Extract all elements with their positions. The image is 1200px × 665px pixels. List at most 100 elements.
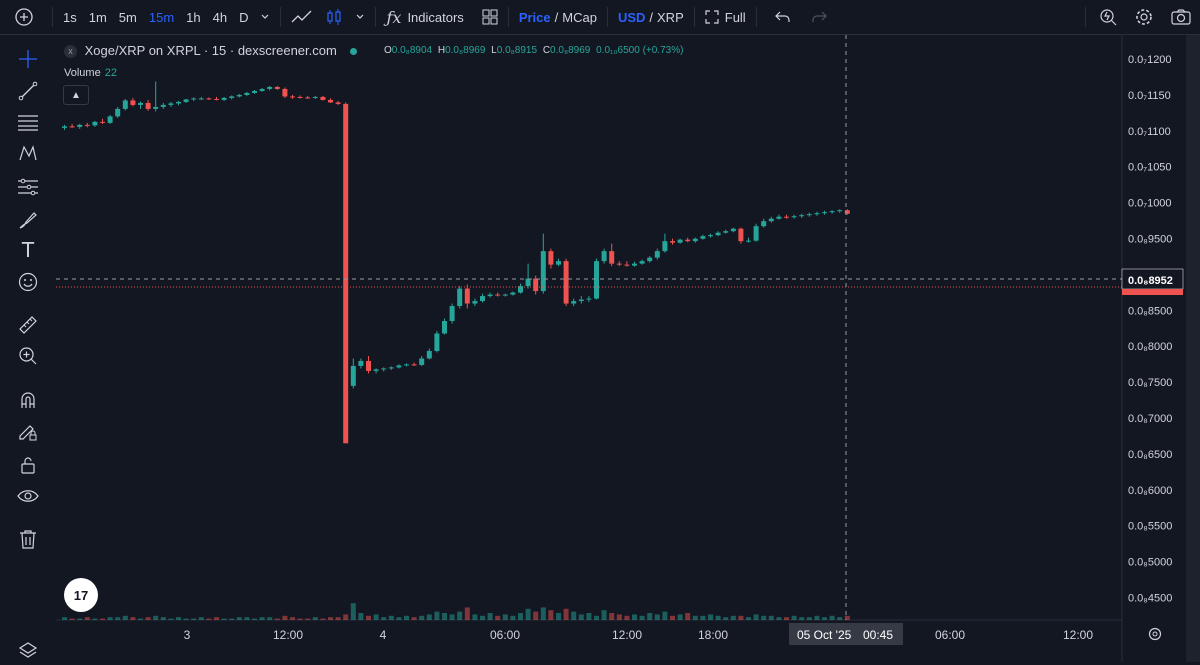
interval-1d[interactable]: D [239, 9, 249, 25]
lock-all-tool[interactable] [14, 451, 42, 479]
candle-body [540, 251, 546, 292]
horizontal-lines-tool[interactable] [14, 108, 42, 136]
candle-body [388, 367, 394, 369]
close-label: C [542, 45, 551, 56]
interval-1m[interactable]: 1m [88, 9, 107, 25]
interval-5m[interactable]: 5m [118, 9, 137, 25]
layers-icon [18, 642, 38, 658]
interval-1s[interactable]: 1s [63, 9, 77, 25]
chart-canvas[interactable]: 0.0₇1200 0.0₇1150 0.0₇1100 0.0₇1050 0.0₇1000… [56, 35, 1186, 662]
interval-15m[interactable]: 15m [148, 9, 175, 25]
lock-drawings-tool[interactable] [14, 418, 42, 446]
symbol-close-icon[interactable]: x [64, 45, 77, 59]
candle-body [191, 98, 197, 100]
volume-bar [525, 608, 531, 620]
price-axis[interactable]: 0.0₇1200 0.0₇1150 0.0₇1100 0.0₇1050 0.0₇1000… [1128, 54, 1172, 605]
text-tool[interactable]: T [14, 236, 42, 264]
candles-button[interactable] [319, 0, 349, 34]
volume-bar [229, 618, 235, 620]
candle-body [472, 301, 478, 304]
magnet-tool[interactable] [14, 386, 42, 414]
crosshair-icon [19, 50, 37, 68]
snapshot-button[interactable] [1162, 0, 1200, 34]
crosshair-tool[interactable] [14, 45, 42, 73]
candle-body [122, 100, 128, 109]
volume-bar [236, 617, 242, 620]
candle-body [563, 261, 569, 304]
indicators-button[interactable]: ƒx Indicators [380, 0, 469, 34]
volume-bar [556, 613, 561, 620]
volume-bar [290, 617, 295, 620]
object-tree-tool[interactable] [14, 637, 42, 665]
add-symbol-button[interactable] [0, 0, 48, 34]
candle-body [153, 106, 159, 109]
volume-bar [282, 615, 288, 620]
quick-search-button[interactable] [1090, 0, 1126, 34]
volume-bars [62, 603, 850, 620]
volume-bar [252, 618, 257, 620]
collapse-legend-button[interactable]: ▲ [63, 85, 89, 105]
volume-bar [464, 607, 470, 620]
candle-body [723, 231, 729, 233]
volume-bar [107, 617, 113, 620]
volume-label: Volume [64, 67, 101, 79]
brush-tool[interactable] [14, 206, 42, 234]
interval-4h[interactable]: 4h [212, 9, 228, 25]
trend-line-tool[interactable] [14, 77, 42, 105]
candle-body [252, 90, 257, 93]
candle-body [746, 240, 751, 242]
pattern-tool[interactable] [14, 139, 42, 167]
horizontal-lines-icon [18, 115, 38, 131]
candle-body [692, 238, 698, 242]
candle-body [487, 294, 493, 297]
chart-type-dropdown[interactable] [349, 0, 371, 34]
volume-bar [305, 618, 311, 620]
time-tick-label: 3 [184, 628, 191, 642]
symbol-title: Xoge/XRP on XRPL · 15 · dexscreener.com [84, 43, 337, 58]
candle-body [548, 251, 554, 265]
tradingview-logo[interactable]: 17 [64, 578, 98, 612]
close-value: 0.0₈8969 [550, 45, 591, 56]
price-tick-label: 0.0₈8000 [1128, 341, 1172, 353]
volume-bar [563, 608, 569, 620]
remove-drawings-tool[interactable] [14, 525, 42, 553]
emoji-tool[interactable] [14, 268, 42, 296]
time-axis-settings[interactable] [1148, 627, 1162, 641]
function-icon: ƒx [386, 7, 402, 27]
candles [62, 81, 850, 444]
volume-bar [457, 611, 463, 620]
time-axis[interactable]: 3 12:00 4 06:00 12:00 18:00 06:00 12:00 [184, 628, 1094, 642]
ruler-icon [19, 316, 37, 334]
candle-body [685, 239, 691, 242]
candle-body [312, 96, 318, 98]
fullscreen-button[interactable]: Full [699, 0, 752, 34]
line-chart-icon [292, 10, 312, 23]
hide-drawings-tool[interactable] [14, 482, 42, 510]
undo-button[interactable] [769, 0, 797, 34]
interval-1h[interactable]: 1h [186, 9, 201, 25]
volume-bar [616, 614, 622, 620]
candle-body [730, 228, 736, 232]
settings-button[interactable] [1126, 0, 1162, 34]
volume-bar [259, 617, 265, 620]
templates-button[interactable] [476, 0, 504, 34]
interval-dropdown[interactable] [254, 0, 276, 34]
volume-bar [806, 617, 812, 620]
currency-toggle[interactable]: USD / XRP [612, 0, 690, 34]
volume-bar [533, 611, 539, 620]
volume-bar [495, 615, 501, 620]
volume-bar [381, 617, 387, 620]
price-mcap-toggle[interactable]: Price / MCap [513, 0, 603, 34]
measure-tool[interactable] [14, 311, 42, 339]
volume-bar [692, 615, 698, 620]
redo-button[interactable] [805, 0, 833, 34]
line-chart-button[interactable] [285, 0, 319, 34]
symbol-legend[interactable]: x Xoge/XRP on XRPL · 15 · dexscreener.co… [64, 43, 358, 59]
candle-body [358, 360, 364, 366]
volume-legend[interactable]: Volume 22 [64, 67, 117, 79]
volume-bar [472, 614, 478, 620]
fib-tool[interactable] [14, 173, 42, 201]
zoom-tool[interactable] [14, 342, 42, 370]
current-price-label: 0.0₈8952 [1121, 268, 1184, 295]
mcap-label: MCap [562, 9, 597, 25]
